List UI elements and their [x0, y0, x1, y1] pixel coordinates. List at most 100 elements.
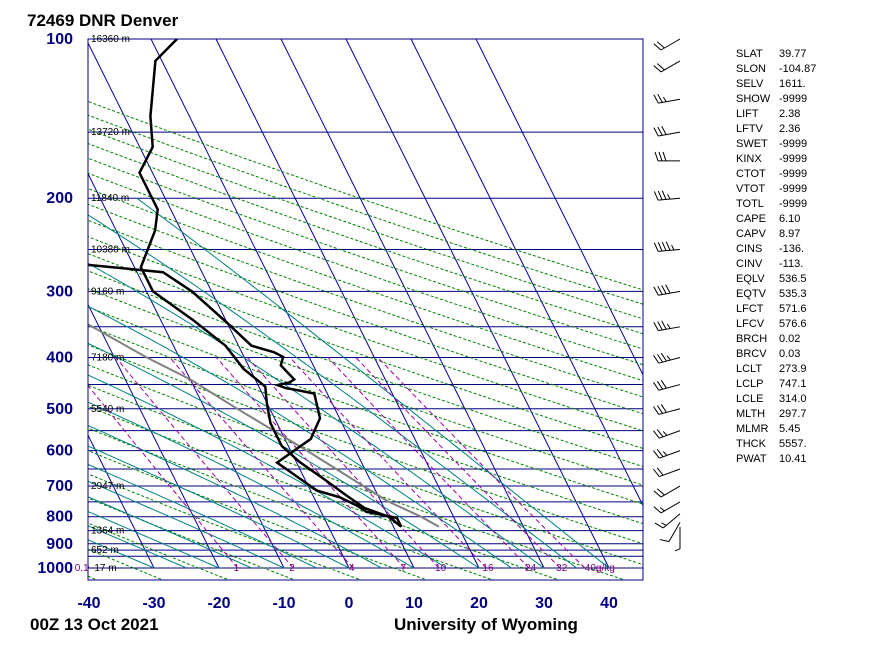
index-key: TOTL — [736, 198, 764, 210]
index-value: 1611. — [779, 78, 806, 90]
moist-adiabat — [88, 374, 447, 569]
height-label: 11840 m — [91, 193, 129, 204]
wind-barb — [653, 93, 681, 104]
index-value: -9999 — [779, 198, 807, 210]
index-key: CTOT — [736, 168, 766, 180]
mixing-ratio-label: 10 — [435, 563, 447, 574]
temperature-tick-label: 30 — [535, 595, 553, 612]
wind-barb — [659, 522, 681, 542]
pressure-tick-label: 1000 — [37, 560, 73, 577]
mixing-ratio-line — [289, 357, 487, 569]
wind-barb — [653, 429, 681, 439]
pressure-tick-label: 700 — [46, 478, 73, 495]
index-key: BRCH — [736, 333, 767, 345]
wind-barb — [653, 60, 681, 73]
dry-adiabat — [88, 405, 557, 580]
mixing-ratio-line — [88, 384, 239, 569]
index-value: 2.36 — [779, 123, 800, 135]
index-value: -136. — [779, 243, 804, 255]
mixing-ratio-label: 1 — [234, 563, 240, 574]
pressure-tick-label: 400 — [46, 349, 73, 366]
dry-adiabat — [88, 114, 643, 305]
index-value: 297.7 — [779, 408, 807, 420]
dry-adiabat — [88, 575, 96, 580]
station-title: 72469 DNR Denver — [27, 11, 179, 30]
temperature-profile — [88, 263, 403, 528]
wind-barb — [653, 485, 681, 498]
index-value: 5.45 — [779, 423, 800, 435]
moist-adiabat — [88, 539, 155, 569]
moist-adiabat — [88, 496, 252, 569]
height-label: 10380 m — [91, 245, 130, 256]
mixing-ratio-line — [115, 357, 294, 569]
index-value: 39.77 — [779, 48, 807, 60]
isotherm-line — [88, 172, 285, 569]
height-label: 652 m — [91, 545, 119, 556]
wind-barb — [653, 190, 681, 201]
pressure-tick-label: 100 — [46, 31, 73, 48]
pressure-axis: 100 200 300 400 500 600 700 800 900 1000 — [37, 31, 73, 577]
mixing-ratio-line — [169, 357, 354, 569]
moist-adiabat — [88, 262, 545, 569]
index-key: CINS — [736, 243, 762, 255]
index-value: -9999 — [779, 153, 807, 165]
index-value: 536.5 — [779, 273, 807, 285]
temperature-axis: -40 -30 -20 -10 0 10 20 30 40 — [77, 595, 618, 612]
isotherm-line — [88, 303, 220, 569]
mixing-ratio-label: 4 — [349, 563, 355, 574]
index-value: 8.97 — [779, 228, 800, 240]
moist-adiabat — [88, 214, 577, 569]
wind-barb — [653, 449, 681, 459]
wind-barb — [653, 352, 681, 364]
dry-adiabat — [88, 100, 643, 291]
timestamp: 00Z 13 Oct 2021 — [30, 615, 159, 634]
mixing-ratio-labels: 0.1 1 2 4 7 10 16 24 32 40g/kg — [75, 563, 615, 574]
wind-barb — [653, 404, 681, 415]
index-key: LFCT — [736, 303, 764, 315]
moist-adiabat — [88, 480, 285, 569]
moist-adiabat — [88, 445, 350, 569]
parcel-path — [88, 323, 440, 528]
pressure-tick-label: 600 — [46, 443, 73, 460]
index-value: 0.03 — [779, 348, 800, 360]
dry-adiabat — [88, 427, 491, 580]
temperature-tick-label: 10 — [405, 595, 423, 612]
dry-adiabat — [88, 364, 643, 566]
isotherm-line — [475, 39, 643, 377]
index-key: EQTV — [736, 288, 767, 300]
index-value: 5557. — [779, 438, 807, 450]
mixing-ratio-label: 40g/kg — [585, 563, 615, 574]
wind-barb — [653, 126, 681, 137]
wind-barb — [674, 526, 681, 552]
wind-barb — [654, 513, 681, 529]
isotherm-line — [410, 39, 643, 507]
index-key: SELV — [736, 78, 764, 90]
height-label: 2947 m — [91, 481, 124, 492]
mixing-ratio-label: 32 — [556, 563, 568, 574]
index-key: THCK — [736, 438, 767, 450]
temperature-tick-label: 0 — [345, 595, 354, 612]
pressure-tick-label: 900 — [46, 536, 73, 553]
height-label: 16360 m — [91, 34, 130, 45]
index-value: -9999 — [779, 168, 807, 180]
pressure-tick-label: 200 — [46, 190, 73, 207]
index-value: -9999 — [779, 138, 807, 150]
index-value: -9999 — [779, 93, 807, 105]
dry-adiabat — [88, 219, 643, 415]
temperature-tick-label: -20 — [207, 595, 230, 612]
index-key: KINX — [736, 153, 762, 165]
index-key: CAPE — [736, 213, 766, 225]
plot-frame — [87, 38, 644, 581]
index-key: LCLP — [736, 378, 764, 390]
pressure-tick-label: 500 — [46, 401, 73, 418]
index-key: SLAT — [736, 48, 763, 60]
index-value: 747.1 — [779, 378, 807, 390]
index-key: MLTH — [736, 408, 765, 420]
index-key: BRCV — [736, 348, 767, 360]
index-key: LFTV — [736, 123, 764, 135]
dry-adiabat — [88, 203, 643, 398]
dry-adiabat — [88, 344, 643, 545]
index-value: 2.38 — [779, 108, 800, 120]
isotherm-line — [0, 39, 24, 568]
dry-adiabat — [88, 325, 643, 525]
